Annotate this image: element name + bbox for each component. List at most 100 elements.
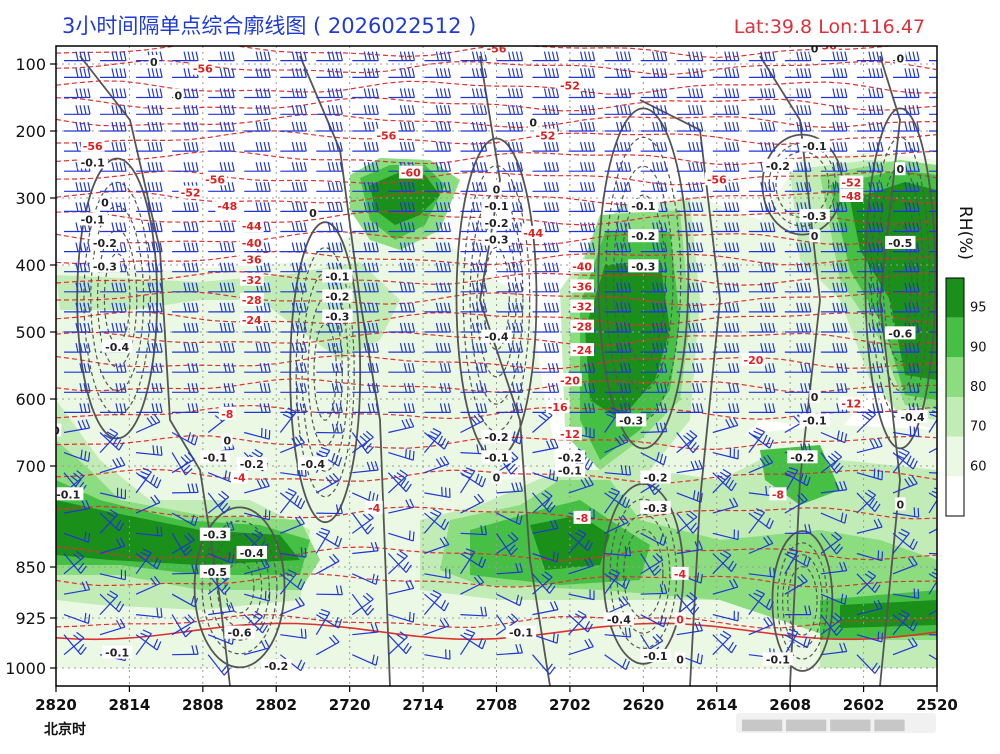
omega-label: -0.4 <box>481 330 511 344</box>
x-tick-label: 2602 <box>843 696 885 714</box>
svg-text:-44: -44 <box>242 220 262 233</box>
wind-barb <box>497 35 523 44</box>
x-tick-label: 2702 <box>549 696 591 714</box>
svg-text:-56: -56 <box>193 63 213 76</box>
colorbar-tick-label: 90 <box>970 340 987 355</box>
svg-text:-12: -12 <box>841 398 861 411</box>
x-tick-label: 2520 <box>916 696 958 714</box>
svg-text:-56: -56 <box>487 43 507 56</box>
omega-label: -0.3 <box>322 310 352 324</box>
svg-text:0: 0 <box>896 53 904 66</box>
omega-label: -0.3 <box>616 413 646 427</box>
temperature-label: -4 <box>366 501 383 515</box>
omega-label: -0.1 <box>555 464 585 478</box>
svg-text:-0.5: -0.5 <box>203 566 227 579</box>
svg-text:-40: -40 <box>572 260 592 273</box>
svg-text:-0.1: -0.1 <box>81 157 105 170</box>
colorbar-label: RH(%) <box>955 206 975 260</box>
omega-label: -0.2 <box>237 457 267 471</box>
svg-text:-0.2: -0.2 <box>644 471 668 484</box>
temperature-label: -8 <box>769 487 786 501</box>
omega-label: -0.1 <box>640 649 670 663</box>
colorbar-tick-label: 80 <box>970 380 987 395</box>
svg-text:-8: -8 <box>772 488 784 501</box>
svg-text:0: 0 <box>811 230 819 243</box>
svg-text:-0.2: -0.2 <box>325 291 349 304</box>
omega-label: -0.3 <box>628 259 658 273</box>
colorbar-tick-label: 70 <box>970 420 987 435</box>
x-tick-label: 2802 <box>255 696 297 714</box>
omega-label: -0.1 <box>78 156 108 170</box>
colorbar-segment <box>946 318 964 358</box>
omega-label: 0 <box>100 196 111 210</box>
svg-text:-28: -28 <box>572 321 592 334</box>
svg-text:-0.6: -0.6 <box>888 327 912 340</box>
svg-text:-0.1: -0.1 <box>644 650 668 663</box>
svg-text:-0.3: -0.3 <box>325 311 349 324</box>
svg-text:0: 0 <box>896 498 904 511</box>
svg-text:-0.3: -0.3 <box>484 234 508 247</box>
omega-label: 0 <box>809 42 820 56</box>
svg-text:-8: -8 <box>221 408 233 421</box>
y-tick-label: 200 <box>15 122 46 141</box>
omega-label: -0.3 <box>481 233 511 247</box>
svg-text:-0.4: -0.4 <box>607 613 631 626</box>
omega-label: -0.2 <box>322 290 352 304</box>
omega-label: -0.1 <box>628 199 658 213</box>
x-tick-label: 2808 <box>182 696 224 714</box>
temperature-label: -24 <box>240 313 264 327</box>
omega-label: -0.3 <box>90 259 120 273</box>
temperature-label: 0 <box>675 612 686 626</box>
plot-area: -56-56-52-56-56-56-52-48-56-60-52-56-52-… <box>51 30 956 686</box>
svg-text:0: 0 <box>811 391 819 404</box>
colorbar-segment <box>946 357 964 397</box>
svg-text:0: 0 <box>493 183 501 196</box>
svg-text:-8: -8 <box>576 512 588 525</box>
temperature-label: -40 <box>570 259 594 273</box>
svg-text:-0.1: -0.1 <box>81 213 105 226</box>
omega-label: -0.4 <box>298 457 328 471</box>
temperature-label: -56 <box>705 172 729 186</box>
svg-text:-52: -52 <box>536 130 556 143</box>
svg-text:-24: -24 <box>242 314 262 327</box>
svg-text:-0.1: -0.1 <box>484 451 508 464</box>
omega-label: -0.6 <box>224 626 254 640</box>
omega-label: -0.2 <box>481 216 511 230</box>
wind-barb <box>641 35 667 44</box>
omega-label: 0 <box>895 162 906 176</box>
svg-text:-0.2: -0.2 <box>558 451 582 464</box>
svg-text:-28: -28 <box>242 294 262 307</box>
omega-label: -0.1 <box>322 269 352 283</box>
svg-text:-56: -56 <box>707 173 727 186</box>
svg-text:0: 0 <box>309 207 317 220</box>
svg-text:-0.2: -0.2 <box>484 217 508 230</box>
omega-label: -0.1 <box>799 139 829 153</box>
omega-label: -0.4 <box>237 546 267 560</box>
svg-text:0: 0 <box>175 90 183 103</box>
y-tick-label: 700 <box>15 457 46 476</box>
omega-label: -0.1 <box>799 413 829 427</box>
temperature-label: -24 <box>570 343 594 357</box>
temperature-label: -12 <box>839 397 863 411</box>
omega-label: -0.2 <box>90 236 120 250</box>
svg-text:-0.1: -0.1 <box>509 627 533 640</box>
x-tick-label: 2614 <box>696 696 738 714</box>
temperature-label: -28 <box>240 293 264 307</box>
svg-text:0: 0 <box>101 197 109 210</box>
omega-label: 0 <box>173 89 184 103</box>
temperature-label: -16 <box>546 400 570 414</box>
temperature-label: -44 <box>240 219 264 233</box>
omega-label: -0.1 <box>763 652 793 666</box>
omega-label: 0 <box>491 182 502 196</box>
y-tick-label: 925 <box>15 609 46 628</box>
y-tick-label: 100 <box>15 55 46 74</box>
colorbar-segment <box>946 476 964 516</box>
omega-label: -0.1 <box>200 450 230 464</box>
svg-text:-0.2: -0.2 <box>93 237 117 250</box>
svg-text:0: 0 <box>150 56 158 69</box>
omega-label: 0 <box>675 652 686 666</box>
omega-label: -0.1 <box>481 199 511 213</box>
temperature-label: -32 <box>570 300 594 314</box>
